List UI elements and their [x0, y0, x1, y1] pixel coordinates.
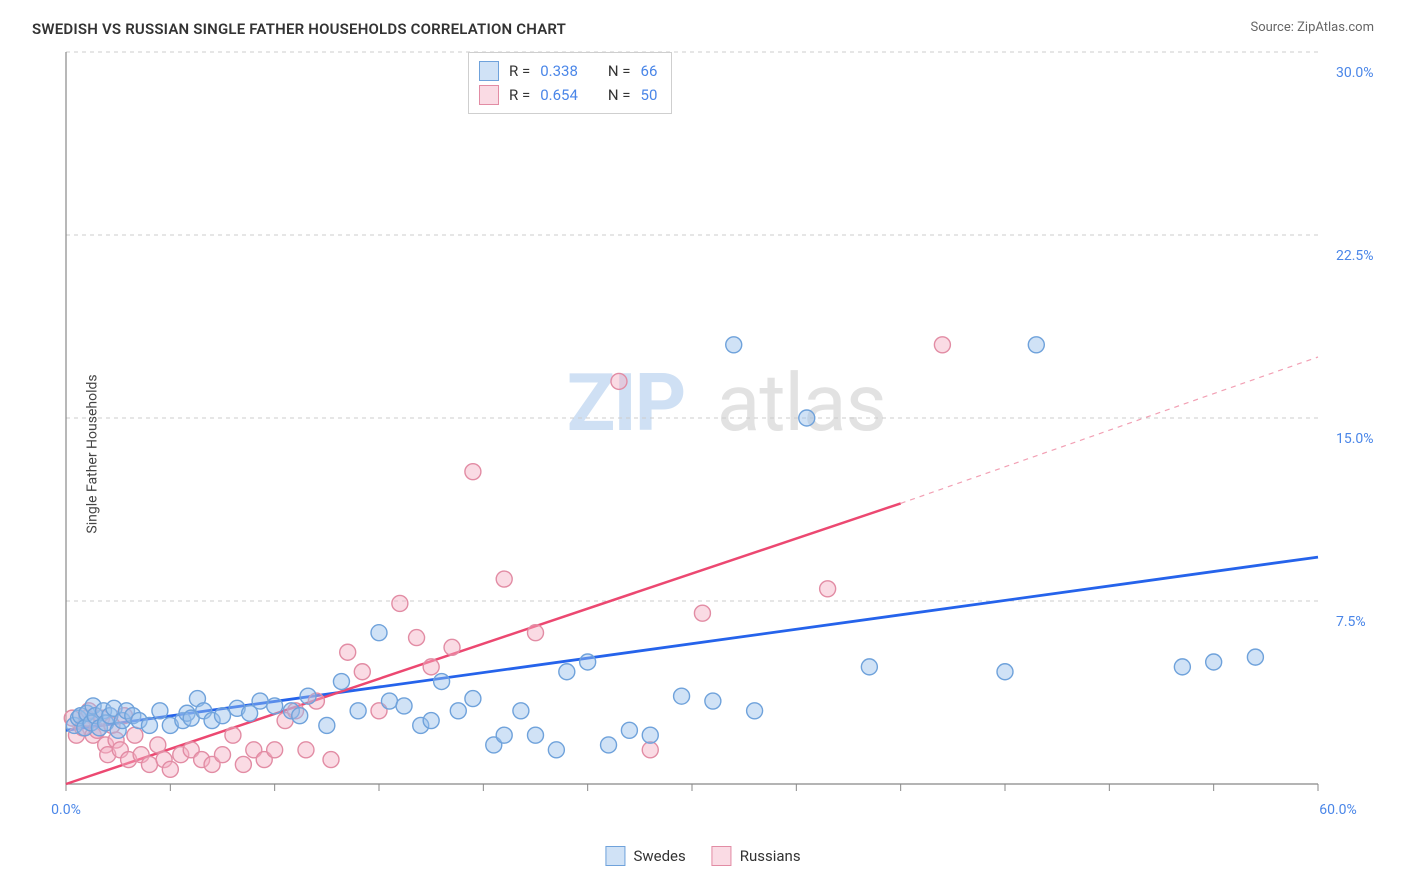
stat-R-swedes: 0.338 — [540, 62, 578, 80]
point-russian — [820, 581, 836, 597]
point-russian — [323, 752, 339, 768]
point-swede — [152, 703, 168, 719]
point-russian — [298, 742, 314, 758]
stat-R-label: R = — [509, 62, 530, 80]
point-swede — [1206, 654, 1222, 670]
russian-swatch-icon — [712, 846, 732, 866]
y-tick-label: 7.5% — [1336, 614, 1366, 630]
point-russian — [141, 756, 157, 772]
point-russian — [642, 742, 658, 758]
point-russian — [934, 337, 950, 353]
stat-N-swedes: 66 — [641, 62, 658, 80]
point-russian — [409, 630, 425, 646]
stat-N-label: N = — [608, 86, 631, 104]
y-axis-label: Single Father Households — [85, 374, 101, 533]
point-swede — [371, 625, 387, 641]
point-russian — [162, 761, 178, 777]
stat-N-russians: 50 — [641, 86, 658, 104]
stats-legend-box: R = 0.338 N = 66 R = 0.654 N = 50 — [468, 52, 672, 114]
point-russian — [496, 571, 512, 587]
point-russian — [611, 373, 627, 389]
russian-swatch-icon — [479, 85, 499, 105]
point-swede — [548, 742, 564, 758]
legend-item-russians: Russians — [712, 846, 801, 866]
point-russian — [444, 639, 460, 655]
point-swede — [300, 688, 316, 704]
legend-label-swedes: Swedes — [633, 847, 685, 865]
point-swede — [705, 693, 721, 709]
watermark-zip-icon: ZIP — [567, 356, 685, 450]
point-swede — [580, 654, 596, 670]
point-swede — [799, 410, 815, 426]
point-swede — [1174, 659, 1190, 675]
point-swede — [215, 708, 231, 724]
point-swede — [674, 688, 690, 704]
legend-bottom: Swedes Russians — [605, 846, 800, 866]
point-swede — [267, 698, 283, 714]
point-russian — [235, 756, 251, 772]
point-swede — [621, 722, 637, 738]
point-swede — [350, 703, 366, 719]
point-russian — [150, 737, 166, 753]
point-swede — [141, 717, 157, 733]
point-swede — [381, 693, 397, 709]
point-swede — [319, 717, 335, 733]
x-tick-label: 60.0% — [1319, 802, 1357, 818]
point-russian — [225, 727, 241, 743]
point-swede — [465, 691, 481, 707]
stats-row-swedes: R = 0.338 N = 66 — [479, 59, 657, 83]
legend-label-russians: Russians — [740, 847, 801, 865]
point-swede — [642, 727, 658, 743]
point-russian — [127, 727, 143, 743]
chart-title: SWEDISH VS RUSSIAN SINGLE FATHER HOUSEHO… — [32, 20, 566, 38]
point-swede — [861, 659, 877, 675]
point-swede — [496, 727, 512, 743]
point-swede — [423, 713, 439, 729]
point-swede — [434, 674, 450, 690]
point-russian — [215, 747, 231, 763]
legend-item-swedes: Swedes — [605, 846, 685, 866]
point-russian — [694, 605, 710, 621]
point-swede — [528, 727, 544, 743]
point-russian — [267, 742, 283, 758]
swede-swatch-icon — [479, 61, 499, 81]
point-swede — [513, 703, 529, 719]
source-attribution: Source: ZipAtlas.com — [1250, 20, 1374, 35]
point-swede — [333, 674, 349, 690]
point-swede — [726, 337, 742, 353]
stat-R-russians: 0.654 — [540, 86, 578, 104]
point-swede — [252, 693, 268, 709]
stat-R-label: R = — [509, 86, 530, 104]
point-swede — [747, 703, 763, 719]
point-russian — [340, 644, 356, 660]
source-name: ZipAtlas.com — [1297, 20, 1374, 35]
point-russian — [423, 659, 439, 675]
point-swede — [559, 664, 575, 680]
point-russian — [392, 595, 408, 611]
trendline-russians-extrapolated — [901, 357, 1318, 503]
point-russian — [354, 664, 370, 680]
x-tick-label: 0.0% — [51, 802, 81, 818]
y-tick-label: 30.0% — [1336, 65, 1374, 81]
swede-swatch-icon — [605, 846, 625, 866]
point-swede — [1247, 649, 1263, 665]
point-russian — [528, 625, 544, 641]
watermark-atlas-icon: atlas — [717, 356, 886, 450]
point-russian — [465, 464, 481, 480]
point-swede — [396, 698, 412, 714]
scatter-chart: ZIP atlas 7.5% 15.0% 22.5% 30.0% 0.0% 60.0% — [18, 44, 1388, 834]
point-swede — [450, 703, 466, 719]
point-swede — [1028, 337, 1044, 353]
y-tick-label: 22.5% — [1336, 248, 1374, 264]
stats-row-russians: R = 0.654 N = 50 — [479, 83, 657, 107]
point-swede — [997, 664, 1013, 680]
y-tick-label: 15.0% — [1336, 431, 1374, 447]
source-prefix: Source: — [1250, 20, 1297, 35]
point-swede — [601, 737, 617, 753]
point-swede — [292, 708, 308, 724]
stat-N-label: N = — [608, 62, 631, 80]
chart-container: Single Father Households ZIP atlas 7.5% 15.… — [18, 44, 1388, 864]
